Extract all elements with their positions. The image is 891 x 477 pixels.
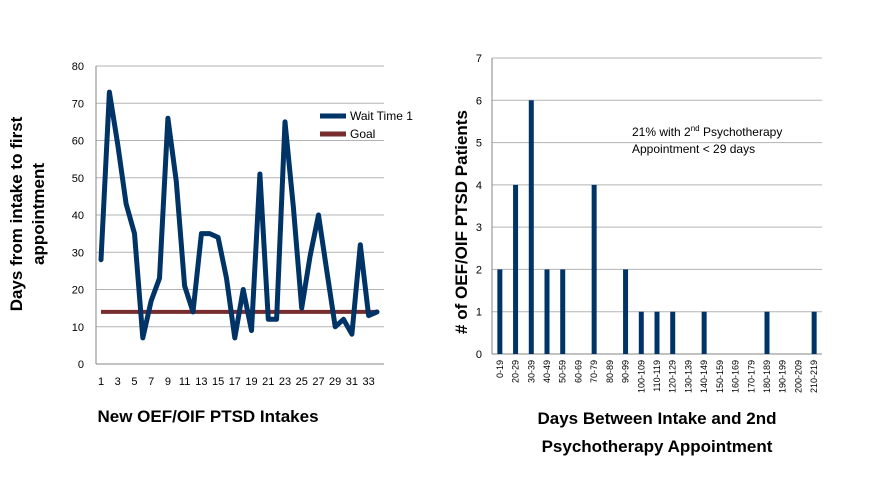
right-axes	[491, 58, 822, 355]
right-x-tick-label: 160-169	[731, 360, 741, 393]
left-y-tick-label: 10	[72, 322, 84, 334]
left-y-axis-title-line-1: Days from intake to first	[7, 116, 26, 311]
right-x-axis-title-line-2: Psychotherapy Appointment	[542, 437, 773, 456]
right-x-tick-label: 120-129	[668, 360, 678, 393]
bar	[764, 311, 770, 354]
bar	[591, 184, 597, 354]
right-x-tick-label: 190-199	[778, 360, 788, 393]
right-x-tick-labels: 0-19 20-29 30-39 40-49 50-59 60-69 70-79 80-89 9…	[495, 360, 819, 393]
annotation-superscript: nd	[691, 124, 700, 133]
left-legend: Wait Time 1 Goal	[320, 109, 413, 141]
right-x-tick-label: 90-99	[621, 360, 631, 383]
left-y-axis-title: Days from intake to first appointment	[7, 116, 48, 311]
right-x-tick-label: 60-69	[573, 360, 583, 383]
left-x-tick-label: 5	[131, 376, 137, 388]
left-y-axis-title-line-2: appointment	[29, 163, 48, 265]
left-y-tick-label: 30	[72, 247, 84, 259]
right-y-tick-label: 5	[476, 138, 482, 150]
left-x-tick-label: 7	[148, 376, 154, 388]
left-y-tick-label: 0	[78, 359, 84, 371]
right-y-tick-label: 3	[476, 222, 482, 234]
right-y-axis-title: # of OEF/OIF PTSD Patients	[452, 110, 471, 334]
right-x-tick-label: 200-209	[793, 360, 803, 393]
right-y-tick-label: 6	[476, 95, 482, 107]
right-x-tick-label: 70-79	[589, 360, 599, 383]
bar	[638, 311, 644, 354]
bar	[544, 269, 550, 354]
legend-label-goal: Goal	[350, 127, 375, 141]
right-x-tick-label: 140-149	[699, 360, 709, 393]
left-x-tick-label: 33	[363, 376, 375, 388]
left-x-tick-label: 29	[329, 376, 341, 388]
bar	[811, 311, 817, 354]
left-y-tick-label: 80	[72, 61, 84, 73]
bar	[623, 269, 629, 354]
left-y-tick-label: 50	[72, 173, 84, 185]
annotation-line-1-post: Psychotherapy	[700, 125, 783, 139]
right-x-tick-label: 100-109	[636, 360, 646, 393]
right-x-tick-label: 50-59	[558, 360, 568, 383]
left-x-tick-label: 15	[212, 376, 224, 388]
left-series	[98, 89, 380, 341]
left-y-tick-label: 60	[72, 136, 84, 148]
left-x-tick-label: 31	[346, 376, 358, 388]
right-bar-chart: 0 1 2 3 4 5 6 7 0-19 20-29 30-39 40-49 50-59 60-69 70…	[452, 53, 822, 456]
wait-time-series-line	[98, 89, 380, 341]
right-y-tick-labels: 0 1 2 3 4 5 6 7	[476, 53, 482, 361]
left-y-tick-label: 40	[72, 210, 84, 222]
right-y-tick-label: 2	[476, 264, 482, 276]
bar	[670, 311, 676, 354]
right-x-tick-label: 110-119	[652, 360, 662, 392]
left-x-tick-label: 17	[229, 376, 241, 388]
right-x-tick-label: 130-139	[683, 360, 693, 393]
bar	[654, 311, 660, 354]
right-y-tick-label: 0	[476, 349, 482, 361]
left-x-tick-label: 13	[195, 376, 207, 388]
right-y-tick-label: 7	[476, 53, 482, 65]
annotation-line-2: Appointment < 29 days	[632, 142, 755, 156]
left-x-tick-label: 23	[279, 376, 291, 388]
right-x-tick-label: 20-29	[511, 360, 521, 383]
annotation-line-1-pre: 21% with 2	[632, 125, 691, 139]
bar	[560, 269, 566, 354]
right-x-tick-label: 80-89	[605, 360, 615, 383]
right-gridlines	[492, 57, 822, 313]
left-x-tick-labels: 1 3 5 7 9 11 13 15 17 19 21 23 25 27 29 31 33	[98, 376, 375, 388]
right-bars	[497, 100, 817, 355]
right-y-tick-label: 4	[476, 180, 482, 192]
bar	[701, 311, 707, 354]
right-x-tick-label: 40-49	[542, 360, 552, 383]
left-x-tick-label: 11	[179, 376, 190, 388]
bar	[528, 100, 534, 355]
left-x-tick-label: 21	[262, 376, 274, 388]
right-x-tick-label: 170-179	[746, 360, 756, 393]
right-x-tick-label: 0-19	[495, 360, 505, 378]
right-annotation: 21% with 2nd Psychotherapy Appointment <…	[632, 124, 782, 156]
annotation-line-1: 21% with 2nd Psychotherapy	[632, 124, 782, 139]
right-x-tick-label: 30-39	[526, 360, 536, 383]
bar	[513, 184, 519, 354]
left-gridlines	[96, 65, 384, 328]
bar	[497, 269, 503, 354]
left-x-tick-label: 19	[245, 376, 257, 388]
right-x-tick-label: 180-189	[762, 360, 772, 393]
right-x-tick-label: 150-159	[715, 360, 725, 393]
left-x-axis-title: New OEF/OIF PTSD Intakes	[97, 407, 318, 426]
left-y-tick-label: 70	[72, 98, 84, 110]
left-x-tick-label: 1	[98, 376, 104, 388]
legend-label-wait-time: Wait Time 1	[350, 109, 413, 123]
left-y-tick-labels: 0 10 20 30 40 50 60 70 80	[72, 61, 84, 371]
left-x-tick-label: 3	[115, 376, 121, 388]
right-x-tick-label: 210-219	[809, 360, 819, 393]
left-x-tick-label: 9	[165, 376, 171, 388]
right-x-axis-title-line-1: Days Between Intake and 2nd	[537, 409, 776, 428]
left-x-tick-label: 27	[312, 376, 324, 388]
right-y-tick-label: 1	[476, 307, 482, 319]
left-axes	[95, 66, 384, 365]
left-x-tick-label: 25	[296, 376, 308, 388]
left-y-tick-label: 20	[72, 285, 84, 297]
